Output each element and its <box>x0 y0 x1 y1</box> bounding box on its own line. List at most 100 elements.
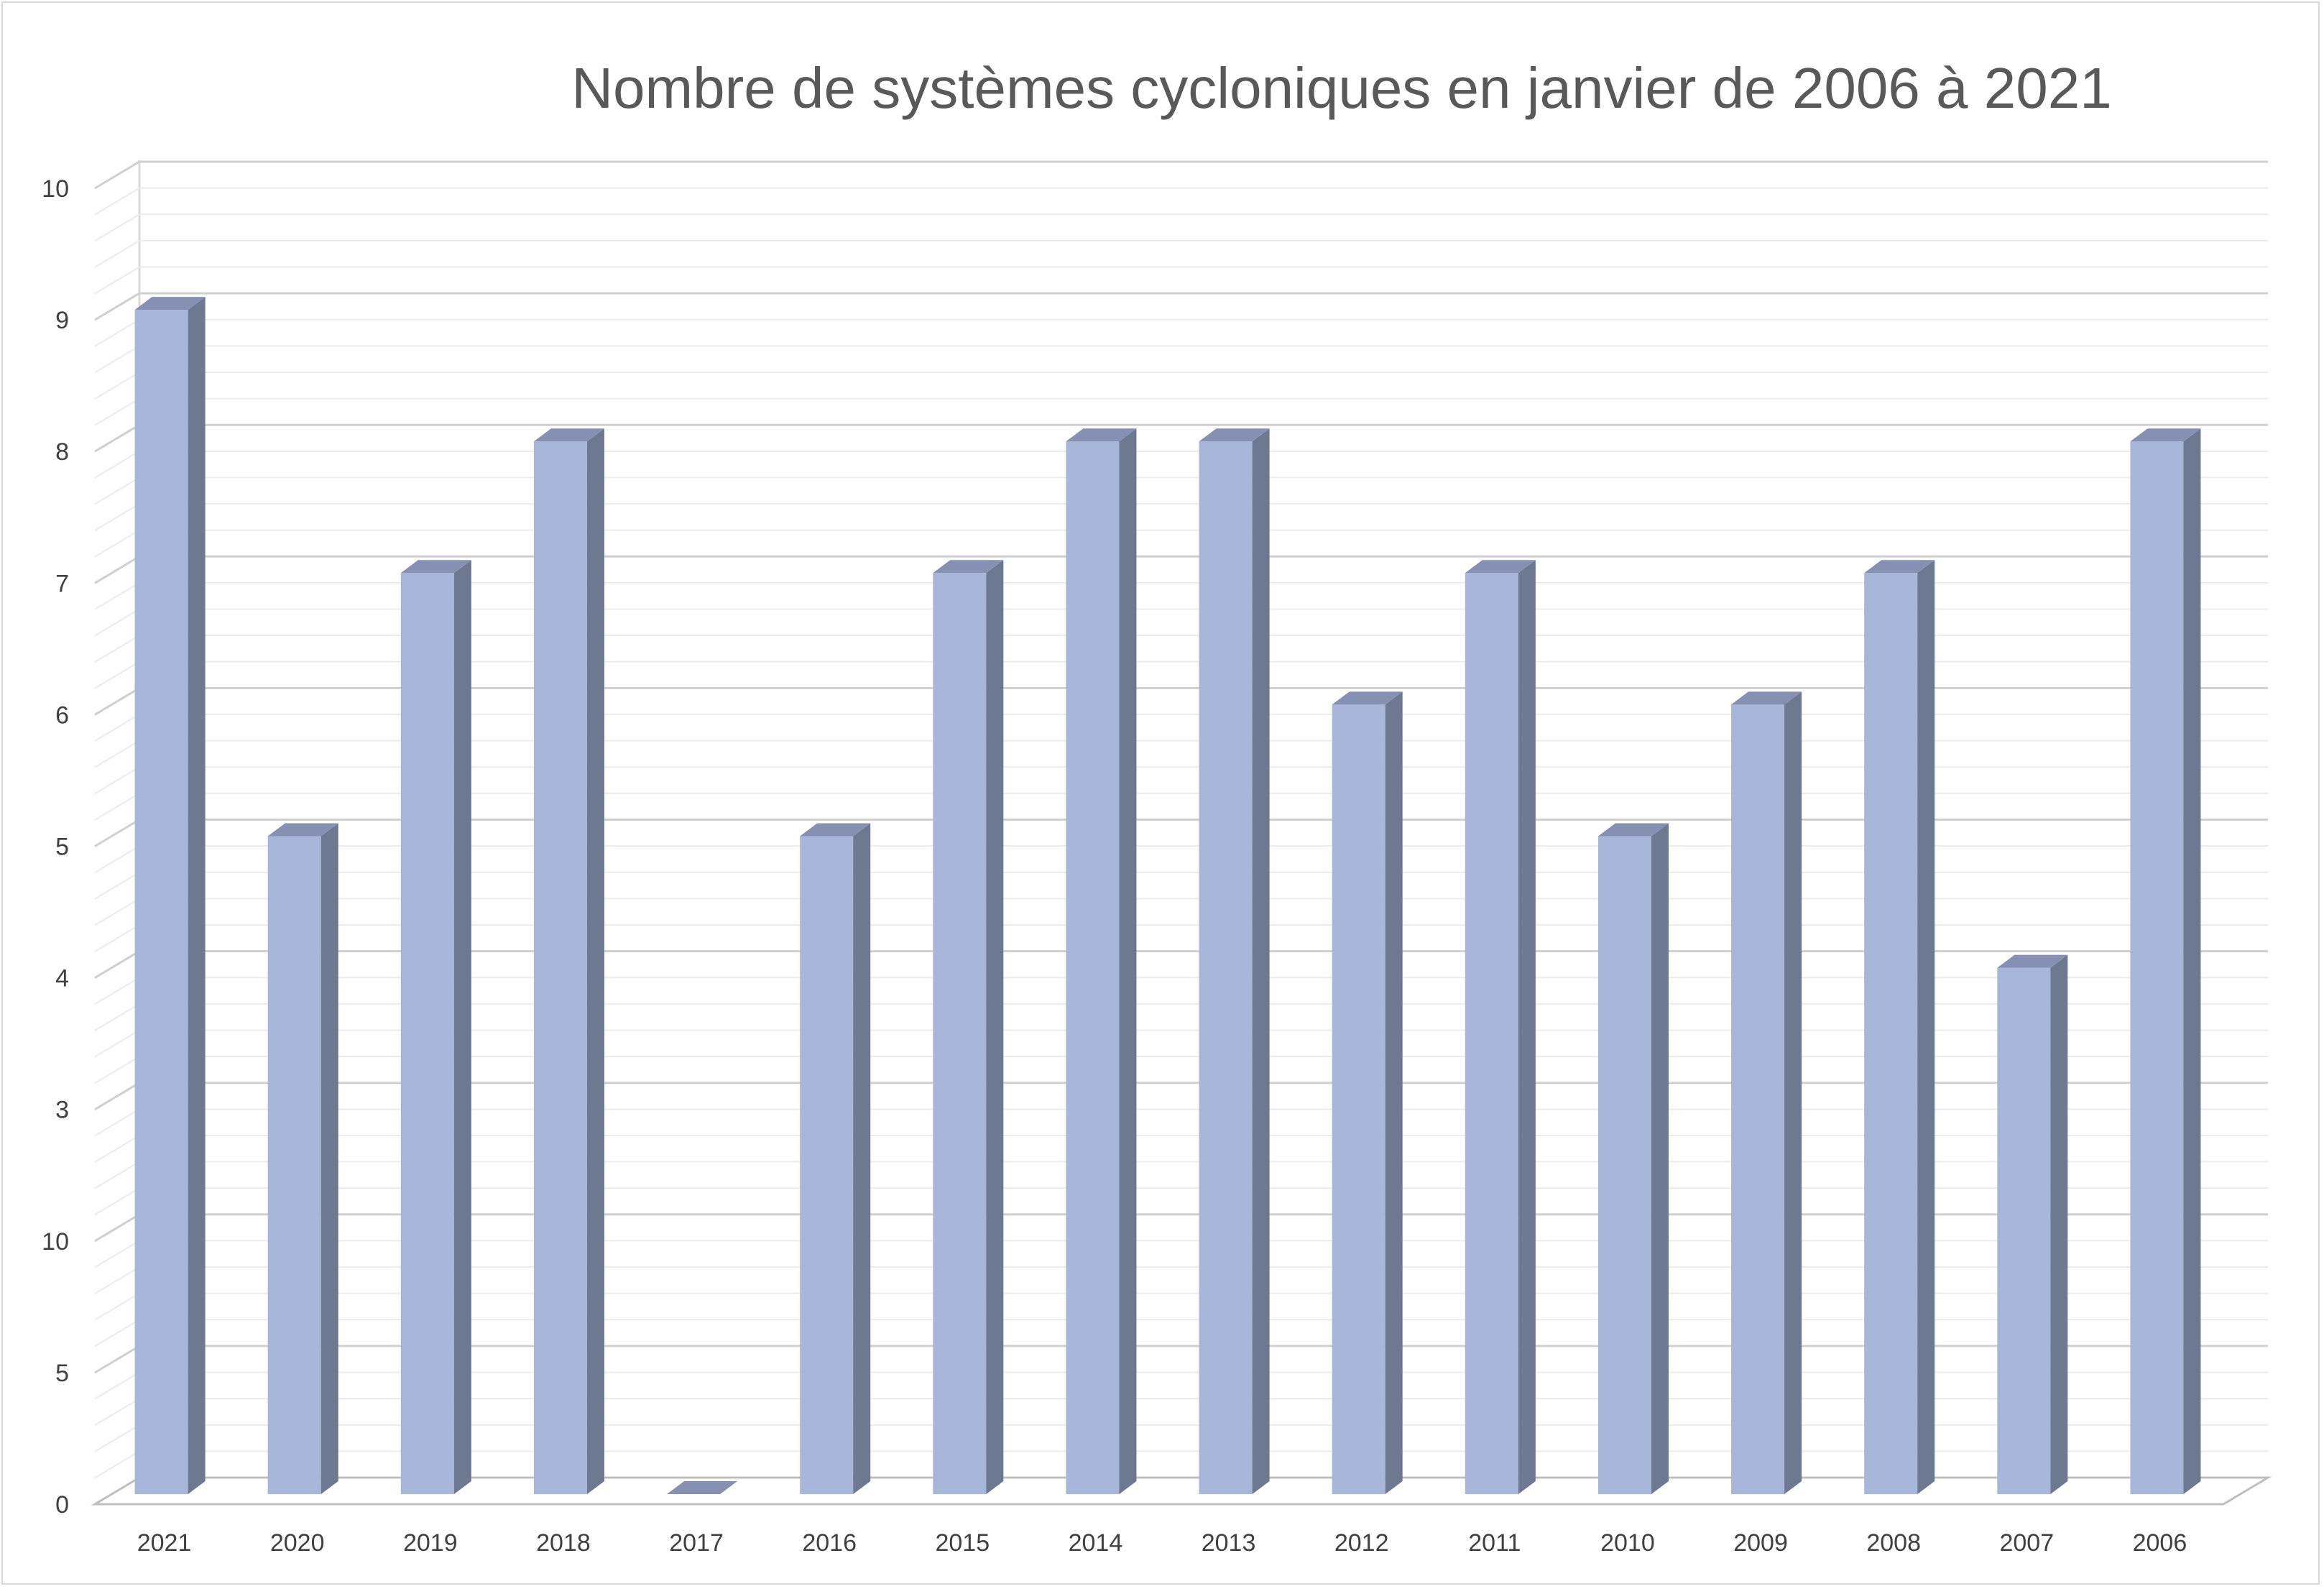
bar-top <box>1332 691 1403 705</box>
major-gridline-side <box>94 687 140 716</box>
major-gridline-side <box>94 160 140 190</box>
bar-side <box>1651 823 1669 1494</box>
minor-gridline-side <box>94 397 140 426</box>
minor-gridline-side <box>94 977 140 1005</box>
minor-gridline-side <box>94 1240 140 1268</box>
bar-top <box>1731 691 1802 705</box>
bar-2018 <box>533 428 604 1495</box>
bar-top <box>1997 954 2068 968</box>
bar-top <box>1066 428 1137 442</box>
bars <box>134 297 2201 1495</box>
y-tick-label: 0 <box>55 1491 69 1519</box>
bar-2012 <box>1332 691 1403 1494</box>
bar-2008 <box>1864 560 1935 1494</box>
minor-gridline-side <box>94 608 140 637</box>
minor-gridline-side <box>94 1292 140 1321</box>
y-tick-label: 5 <box>55 1360 69 1387</box>
x-tick-label: 2020 <box>270 1529 325 1557</box>
major-gridline-side <box>94 819 140 847</box>
minor-gridline-side <box>94 1266 140 1294</box>
minor-gridline-side <box>94 1450 140 1479</box>
bar-front <box>400 573 454 1494</box>
minor-gridline-side <box>94 635 140 663</box>
x-tick-label: 2016 <box>802 1529 857 1557</box>
bar-front <box>800 836 854 1494</box>
y-tick-label: 7 <box>55 570 69 597</box>
bar-front <box>2130 441 2184 1495</box>
minor-gridline-side <box>94 266 140 295</box>
x-tick-label: 2007 <box>1999 1529 2054 1557</box>
y-tick-label: 10 <box>42 1228 69 1256</box>
bar-side <box>2183 428 2201 1495</box>
bar-top <box>2130 428 2201 442</box>
bar-front <box>1199 441 1253 1495</box>
minor-gridline-side <box>94 714 140 742</box>
minor-gridline-side <box>94 766 140 795</box>
bar-top <box>800 823 871 837</box>
minor-gridline-side <box>94 318 140 347</box>
y-tick-label: 9 <box>55 307 69 334</box>
x-tick-label: 2015 <box>935 1529 990 1557</box>
minor-gridline-side <box>94 1056 140 1084</box>
minor-gridline-side <box>94 1135 140 1163</box>
bar-2014 <box>1066 428 1137 1495</box>
y-tick-label: 3 <box>55 1097 69 1124</box>
chart-title: Nombre de systèmes cycloniques en janvie… <box>571 56 2111 120</box>
bar-2007 <box>1997 954 2068 1494</box>
bar-side <box>1385 691 1403 1494</box>
minor-gridline-side <box>94 345 140 374</box>
x-tick-label: 2018 <box>536 1529 591 1557</box>
x-axis-tick-labels: 2021 2020 2019 2018 2017 2016 2015 2014 2013 2012… <box>137 1529 2187 1557</box>
bar-2017 <box>667 1481 738 1494</box>
bar-side <box>453 560 471 1494</box>
bar-front <box>1066 441 1120 1495</box>
bar-front <box>1597 836 1651 1494</box>
bar-side <box>321 823 338 1494</box>
bar-2010 <box>1597 823 1669 1494</box>
bar-top <box>1199 428 1270 442</box>
bar-front <box>1997 967 2051 1494</box>
minor-gridline-side <box>94 529 140 558</box>
y-tick-label: 6 <box>55 701 69 729</box>
x-tick-label: 2019 <box>403 1529 458 1557</box>
minor-gridline-side <box>94 1003 140 1031</box>
bar-top <box>1864 560 1935 574</box>
minor-gridline-side <box>94 924 140 952</box>
bar-top <box>1597 823 1669 837</box>
bar-front <box>1864 573 1918 1494</box>
bar-top <box>1465 560 1536 574</box>
bar-side <box>1917 560 1935 1494</box>
bar-front <box>267 836 321 1494</box>
minor-gridline-side <box>94 1187 140 1216</box>
major-gridline-side <box>94 556 140 584</box>
minor-gridline-side <box>94 1319 140 1348</box>
x-tick-label: 2017 <box>669 1529 724 1557</box>
minor-gridline-side <box>94 740 140 768</box>
bar-front <box>533 441 587 1495</box>
bar-side <box>853 823 871 1494</box>
x-tick-label: 2008 <box>1866 1529 1921 1557</box>
minor-gridline-side <box>94 1398 140 1426</box>
bar-top <box>134 297 206 310</box>
bar-2011 <box>1465 560 1536 1494</box>
minor-gridline-side <box>94 660 140 689</box>
bar-front <box>134 310 188 1495</box>
minor-gridline-side <box>94 793 140 821</box>
y-axis-tick-labels: 0 5 10 3 4 5 6 7 8 9 10 <box>42 175 69 1519</box>
bar-side <box>1784 691 1802 1494</box>
minor-gridline-side <box>94 503 140 531</box>
bar-top <box>667 1481 738 1494</box>
x-tick-label: 2010 <box>1600 1529 1655 1557</box>
minor-gridline-side <box>94 845 140 873</box>
minor-gridline-side <box>94 1108 140 1137</box>
floor <box>91 1476 2272 1506</box>
major-gridline-side <box>94 1213 140 1243</box>
major-gridline-side <box>94 1345 140 1374</box>
minor-gridline-side <box>94 871 140 900</box>
minor-gridline-side <box>94 240 140 268</box>
bar-front <box>1731 704 1785 1494</box>
bar-side <box>986 560 1004 1494</box>
bar-top <box>933 560 1004 574</box>
bar-2013 <box>1199 428 1270 1495</box>
bar-front <box>1332 704 1385 1494</box>
